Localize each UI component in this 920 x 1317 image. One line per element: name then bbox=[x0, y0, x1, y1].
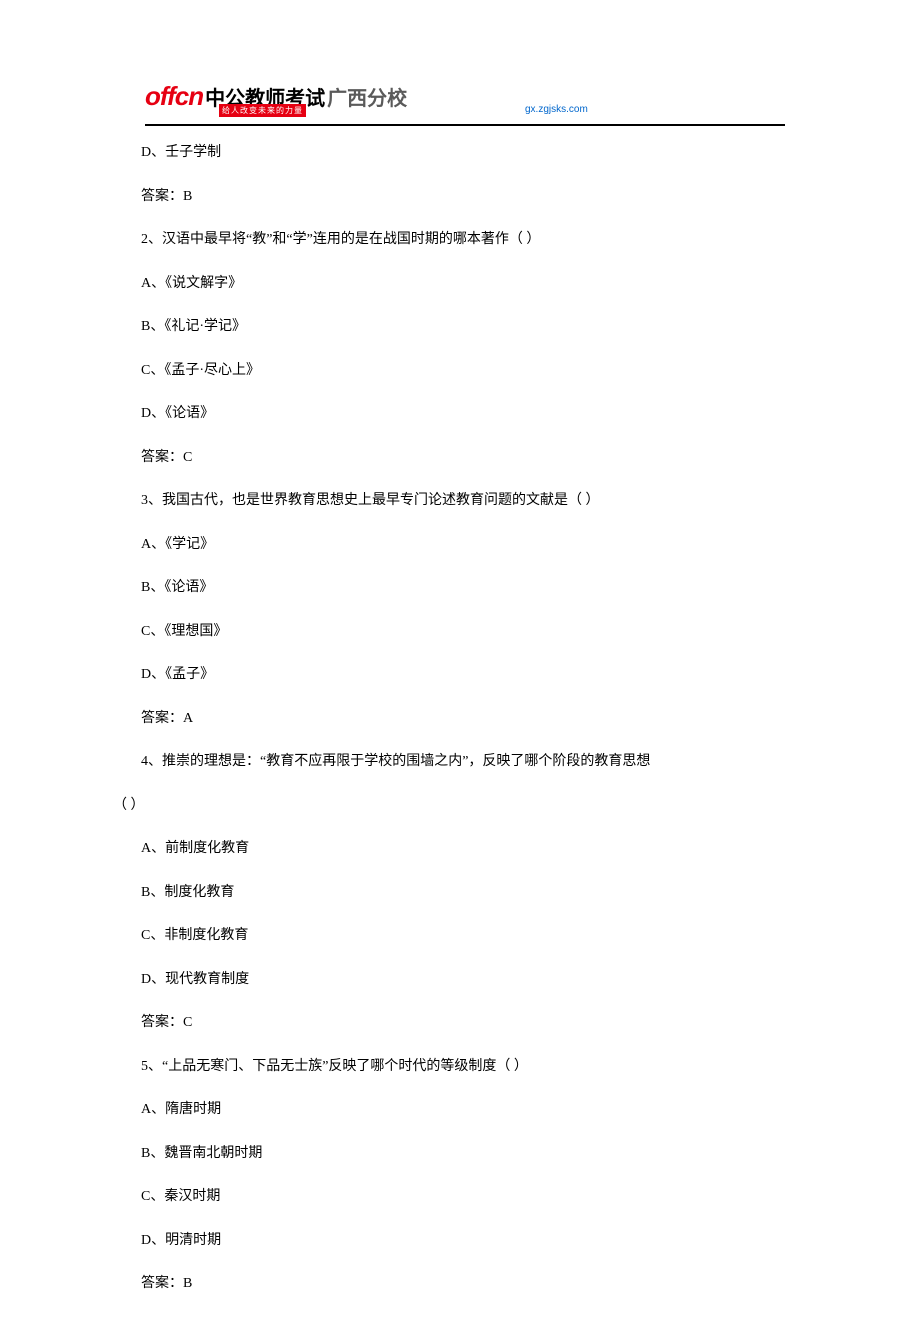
text-line: D、明清时期 bbox=[113, 1230, 813, 1251]
text-line: A、前制度化教育 bbox=[113, 838, 813, 859]
text-line: C、《孟子·尽心上》 bbox=[113, 360, 813, 381]
logo-brand: offcn bbox=[145, 81, 203, 112]
text-line: D、壬子学制 bbox=[113, 142, 813, 163]
text-line-wrap: （ ） bbox=[113, 795, 813, 816]
page-header: offcn 中公教师考试 广西分校 给人改变未来的力量 gx.zgjsks.co… bbox=[145, 76, 785, 126]
text-line: B、《礼记·学记》 bbox=[113, 316, 813, 337]
text-line: 5、“上品无寒门、下品无士族”反映了哪个时代的等级制度（ ） bbox=[113, 1056, 813, 1077]
text-line: 答案：C bbox=[113, 447, 813, 468]
text-line: C、秦汉时期 bbox=[113, 1186, 813, 1207]
logo-tagline-container: 给人改变未来的力量 bbox=[219, 104, 306, 117]
logo-url: gx.zgjsks.com bbox=[525, 104, 588, 115]
text-line: 2、汉语中最早将“教”和“学”连用的是在战国时期的哪本著作（ ） bbox=[113, 229, 813, 250]
text-line: A、隋唐时期 bbox=[113, 1099, 813, 1120]
text-line: A、《学记》 bbox=[113, 534, 813, 555]
header-divider bbox=[145, 124, 785, 126]
text-line: 答案：C bbox=[113, 1012, 813, 1033]
text-line: B、魏晋南北朝时期 bbox=[113, 1143, 813, 1164]
text-line: 答案：A bbox=[113, 708, 813, 729]
text-line: B、《论语》 bbox=[113, 577, 813, 598]
logo-tagline: 给人改变未来的力量 bbox=[219, 104, 306, 117]
document-content: D、壬子学制 答案：B 2、汉语中最早将“教”和“学”连用的是在战国时期的哪本著… bbox=[113, 142, 813, 1317]
logo-branch-text: 广西分校 bbox=[327, 82, 407, 111]
text-line: D、现代教育制度 bbox=[113, 969, 813, 990]
text-line: 答案：B bbox=[113, 186, 813, 207]
text-line: C、《理想国》 bbox=[113, 621, 813, 642]
text-line: D、《孟子》 bbox=[113, 664, 813, 685]
text-line: D、《论语》 bbox=[113, 403, 813, 424]
text-line: 4、推崇的理想是：“教育不应再限于学校的围墙之内”，反映了哪个阶段的教育思想 bbox=[113, 751, 813, 772]
logo-container: offcn 中公教师考试 广西分校 给人改变未来的力量 gx.zgjsks.co… bbox=[145, 76, 785, 116]
text-line: C、非制度化教育 bbox=[113, 925, 813, 946]
text-line: 答案：B bbox=[113, 1273, 813, 1294]
text-line: B、制度化教育 bbox=[113, 882, 813, 903]
text-line: A、《说文解字》 bbox=[113, 273, 813, 294]
text-line: 3、我国古代，也是世界教育思想史上最早专门论述教育问题的文献是（ ） bbox=[113, 490, 813, 511]
